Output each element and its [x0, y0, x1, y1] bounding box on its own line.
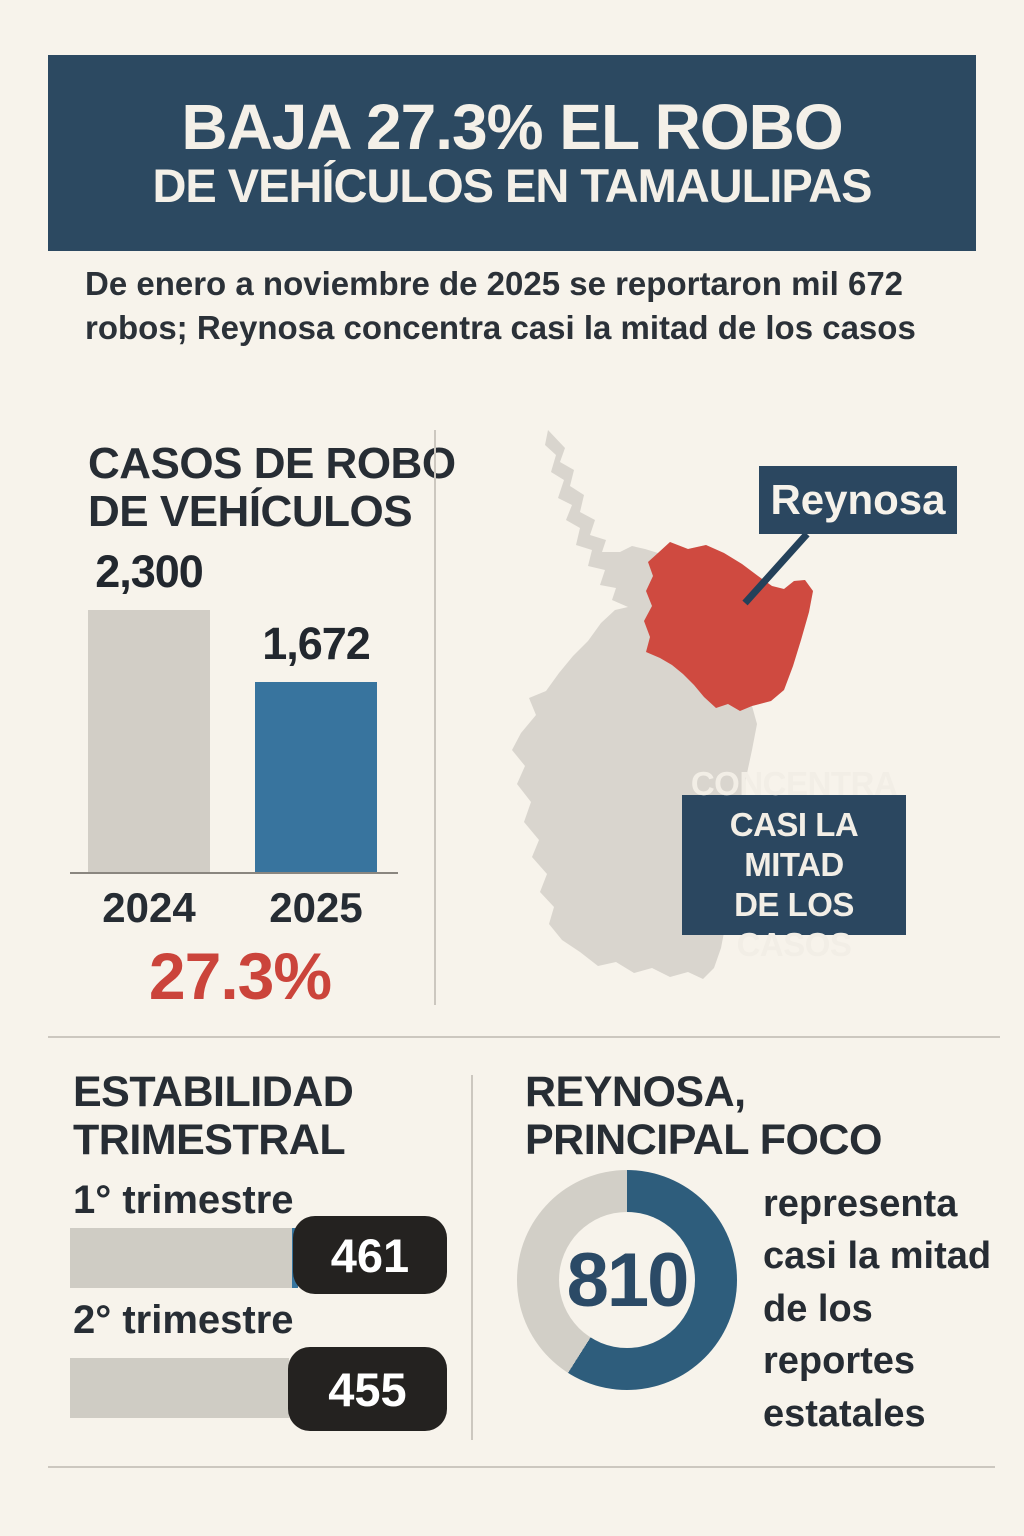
bar-chart-title-line1: CASOS DE ROBO: [88, 439, 456, 488]
bar-2024: 2,300: [88, 546, 210, 873]
reynosa-region-shape: [644, 542, 813, 711]
vertical-divider-top: [434, 430, 436, 1005]
headline-line1: BAJA 27.3% EL ROBO: [181, 91, 843, 164]
reynosa-label-box: Reynosa: [759, 466, 957, 534]
bar-2025-value-label: 1,672: [262, 618, 371, 669]
bar-2024-value-label: 2,300: [95, 546, 204, 597]
reynosa-label: Reynosa: [770, 476, 946, 523]
quarter2-bar: [70, 1358, 289, 1418]
donut-center-value: 810: [566, 1237, 690, 1323]
bar-2025-rect: [255, 682, 377, 873]
bar-2025-category-label: 2025: [269, 884, 363, 931]
bar-2024-category-label: 2024: [102, 884, 196, 931]
quarter1-value: 461: [330, 1228, 410, 1282]
vertical-divider-bottom: [471, 1075, 473, 1440]
bar-2024-rect: [88, 610, 210, 873]
quarterly-section-title: ESTABILIDAD TRIMESTRAL: [73, 1068, 354, 1165]
quarter2-value: 455: [328, 1362, 407, 1416]
quarterly-title-line2: TRIMESTRAL: [73, 1116, 346, 1165]
quarter2-value-badge: 455: [288, 1347, 447, 1431]
quarter1-label: 1° trimestre: [73, 1178, 294, 1222]
donut-title-line1: REYNOSA,: [525, 1068, 746, 1116]
donut-note-text: representa casi la mitad de los reportes…: [763, 1183, 992, 1435]
donut-title-line2: PRINCIPAL FOCO: [525, 1116, 882, 1165]
quarter1-bar: [70, 1228, 298, 1288]
map-callout-line1: CONCENTRA: [690, 765, 898, 803]
quarterly-title-line1: ESTABILIDAD: [73, 1068, 354, 1116]
header-banner: BAJA 27.3% EL ROBO DE VEHÍCULOS EN TAMAU…: [48, 55, 976, 251]
donut-section-title: REYNOSA, PRINCIPAL FOCO: [525, 1068, 882, 1164]
horizontal-divider-bottom: [48, 1466, 995, 1468]
bar-2025: 1,672: [255, 618, 377, 873]
map-callout-line3: DE LOS CASOS: [734, 886, 854, 964]
quarter1-value-badge: 461: [293, 1216, 447, 1294]
percent-change-label: 27.3%: [148, 939, 332, 1013]
map-callout-line2: CASI LA MITAD: [729, 805, 859, 883]
quarter2-label: 2° trimestre: [73, 1298, 294, 1342]
subtitle-text: De enero a noviembre de 2025 se reportar…: [85, 265, 916, 347]
bar-chart-title-line2: DE VEHÍCULOS: [88, 487, 413, 537]
map-callout-box: CONCENTRA CASI LA MITAD DE LOS CASOS: [682, 765, 906, 963]
bar-chart-axis-line: [70, 872, 398, 874]
headline-line2: DE VEHÍCULOS EN TAMAULIPAS: [152, 158, 872, 212]
donut-hole: 810: [559, 1212, 695, 1348]
donut-chart: 810: [517, 1170, 737, 1390]
reynosa-leader-line: [742, 531, 810, 606]
bar-chart-title: CASOS DE ROBO DE VEHÍCULOS: [88, 439, 456, 537]
horizontal-divider-middle: [48, 1036, 1000, 1038]
